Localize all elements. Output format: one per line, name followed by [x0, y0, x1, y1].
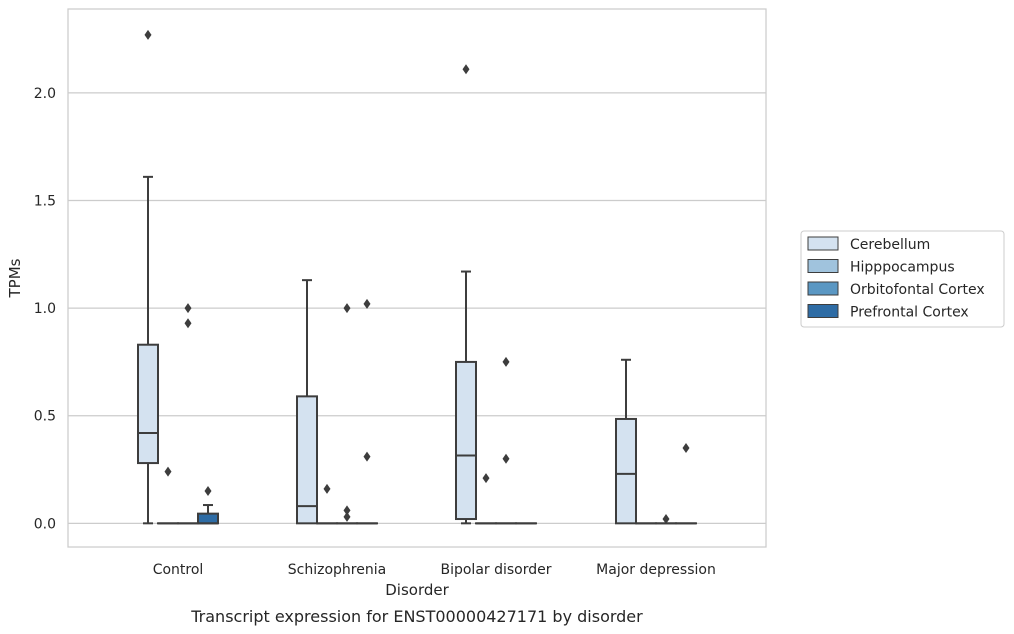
x-tick-labels: Control Schizophrenia Bipolar disorder Majo…: [153, 562, 716, 578]
outlier-point: [323, 483, 331, 494]
box-bipolar-disorder: [455, 64, 477, 525]
box-schizophrenia: [336, 303, 358, 525]
legend-item: Hipppocampus: [807, 259, 955, 276]
legend-label: Cerebellum: [850, 237, 930, 253]
legend-item: Prefrontal Cortex: [807, 304, 969, 321]
y-axis-label: TPMs: [6, 258, 24, 298]
x-tick-label: Control: [153, 562, 204, 578]
outlier-point: [343, 511, 351, 522]
legend-label: Orbitofontal Cortex: [850, 282, 985, 298]
plot-area: [67, 8, 767, 548]
legend-swatch: [807, 236, 839, 251]
outlier-point: [184, 318, 192, 329]
y-tick-label: 0.5: [34, 409, 56, 425]
box-bipolar-disorder: [495, 356, 517, 525]
outlier-point: [502, 356, 510, 367]
chart-caption: Transcript expression for ENST0000042717…: [190, 607, 643, 626]
legend-swatch: [807, 259, 839, 273]
y-tick-label: 1.0: [34, 301, 56, 317]
legend-label: Prefrontal Cortex: [850, 305, 969, 321]
box-control: [137, 29, 159, 525]
outlier-point: [343, 505, 351, 516]
box-control: [197, 486, 219, 525]
box-major-depression: [615, 358, 637, 525]
box-schizophrenia: [316, 483, 338, 525]
box-control: [177, 303, 199, 525]
series-prefrontal-cortex: [197, 298, 697, 525]
box-body: [137, 343, 159, 465]
box-schizophrenia: [356, 298, 378, 525]
outlier-point: [482, 473, 490, 484]
y-tick-label: 1.5: [34, 194, 56, 210]
outlier-point: [144, 29, 152, 40]
legend: Cerebellum Hipppocampus Orbitofontal Corte…: [800, 230, 1005, 328]
box-major-depression: [675, 443, 697, 525]
outlier-point: [502, 453, 510, 464]
box-body: [455, 360, 477, 521]
legend-item: Orbitofontal Cortex: [807, 281, 985, 298]
outlier-point: [184, 303, 192, 314]
x-axis-label: Disorder: [385, 581, 449, 599]
outlier-point: [462, 64, 470, 75]
legend-swatch: [807, 304, 839, 318]
y-tick-label: 0.0: [34, 516, 56, 532]
box-schizophrenia: [296, 279, 318, 525]
y-tick-labels: 0.0 0.5 1.0 1.5 2.0: [34, 86, 56, 532]
y-tick-label: 2.0: [34, 86, 56, 102]
series-cerebellum: [137, 29, 637, 525]
x-tick-label: Schizophrenia: [288, 562, 386, 578]
series-orbitofontal-cortex: [177, 303, 677, 525]
box-series: [137, 29, 697, 525]
x-tick-label: Major depression: [596, 562, 716, 578]
outlier-point: [343, 303, 351, 314]
box-body: [296, 395, 318, 525]
legend-frame: [800, 230, 1005, 328]
outlier-point: [682, 443, 690, 454]
outlier-point: [662, 514, 670, 525]
outlier-point: [164, 466, 172, 477]
legend-item: Cerebellum: [807, 236, 930, 253]
box-body: [615, 417, 637, 525]
outlier-point: [363, 298, 371, 309]
outlier-point: [363, 451, 371, 462]
x-tick-label: Bipolar disorder: [440, 562, 551, 578]
legend-label: Hipppocampus: [850, 260, 955, 276]
outlier-point: [204, 486, 212, 497]
box-body: [197, 512, 219, 525]
legend-swatch: [807, 281, 839, 296]
